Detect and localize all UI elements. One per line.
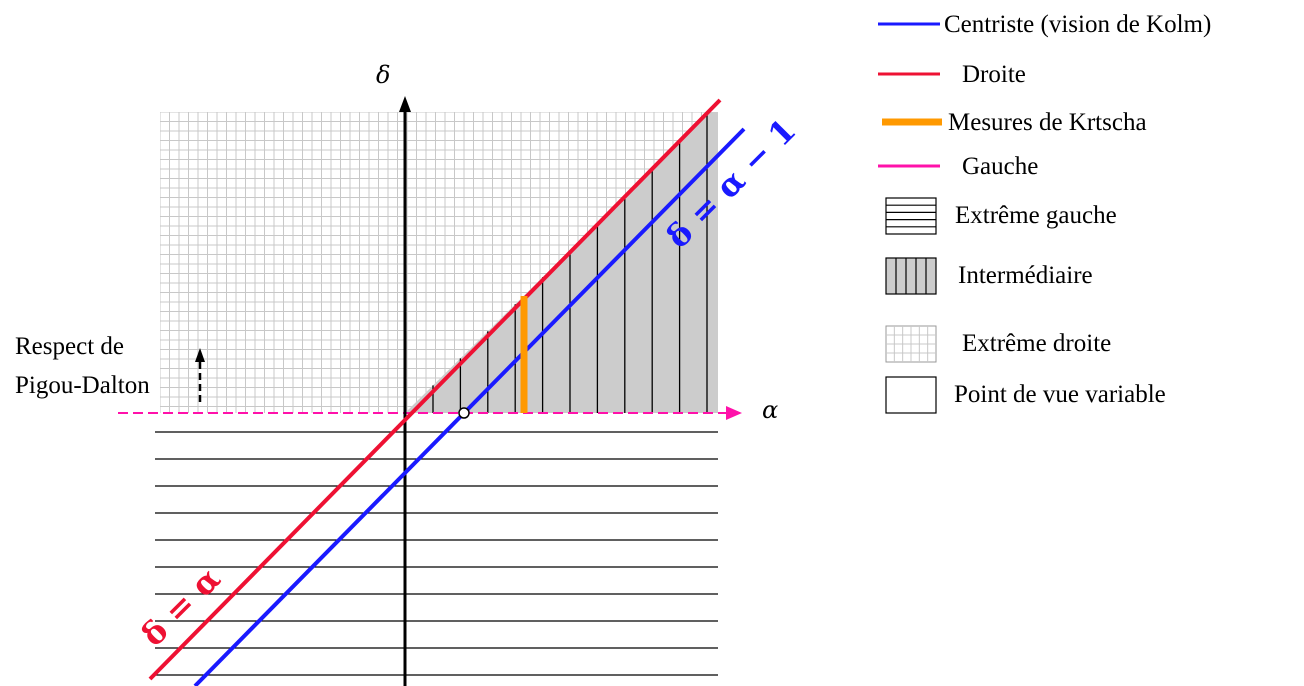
legend-item-centriste: Centriste (vision de Kolm)	[878, 11, 1211, 38]
annotation-line-2: Pigou-Dalton	[15, 372, 150, 399]
legend-label: Extrême droite	[962, 330, 1111, 357]
intersection-point	[458, 407, 470, 419]
legend-swatch	[885, 376, 937, 414]
legend: Centriste (vision de Kolm) Droite Mesures …	[878, 11, 1211, 414]
alpha-axis-label: α	[762, 396, 778, 424]
delta-axis-arrow	[399, 96, 411, 112]
legend-swatch	[885, 197, 937, 235]
legend-swatch	[885, 325, 937, 363]
legend-item-krtscha: Mesures de Krtscha	[882, 109, 1147, 136]
legend-label: Centriste (vision de Kolm)	[944, 11, 1211, 38]
legend-item-droite: Droite	[878, 61, 1026, 88]
alpha-axis-arrow	[726, 406, 742, 420]
annotation-arrowhead	[195, 348, 205, 362]
legend-label: Gauche	[962, 153, 1038, 180]
legend-item-extreme_droite: Extrême droite	[885, 325, 1111, 363]
legend-label: Point de vue variable	[954, 381, 1166, 408]
legend-label: Extrême gauche	[955, 202, 1117, 229]
droite-line	[148, 98, 722, 681]
legend-label: Intermédiaire	[958, 262, 1093, 289]
legend-label: Droite	[962, 61, 1026, 88]
legend-item-gauche: Gauche	[878, 153, 1038, 180]
extreme-gauche-region	[155, 431, 718, 676]
red-line-equation: δ = α	[134, 560, 228, 654]
legend-item-variable: Point de vue variable	[885, 376, 1166, 414]
delta-axis-label: δ	[376, 61, 390, 89]
legend-swatch	[885, 257, 937, 295]
legend-item-intermediaire: Intermédiaire	[885, 257, 1093, 295]
legend-item-extreme_gauche: Extrême gauche	[885, 197, 1117, 235]
centriste-line	[193, 127, 746, 686]
legend-label: Mesures de Krtscha	[948, 109, 1147, 136]
annotation-line-1: Respect de	[15, 333, 124, 360]
